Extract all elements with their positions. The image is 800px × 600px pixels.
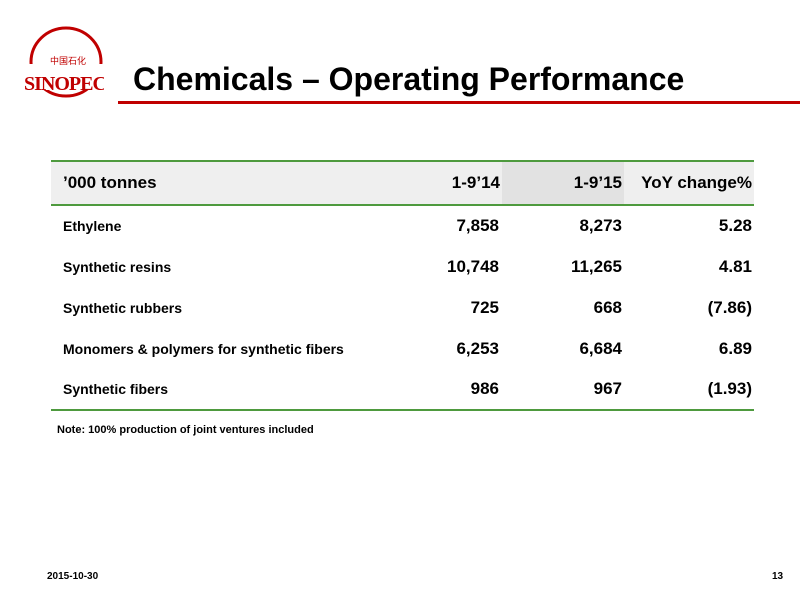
slide-title: Chemicals – Operating Performance [133,61,685,97]
performance-table: ’000 tonnes 1-9’14 1-9’15 YoY change% Et… [51,160,754,411]
header-period-2014: 1-9’14 [396,160,502,206]
value-2015: 668 [593,297,622,317]
table-row: Synthetic rubbers 725 668 (7.86) [51,287,754,328]
value-2014: 6,253 [456,338,499,358]
value-2015: 967 [502,369,624,411]
table-row: Synthetic resins 10,748 11,265 4.81 [51,246,754,287]
value-change: (7.86) [707,297,752,317]
value-2015: 11,265 [570,256,622,276]
value-change: 6.89 [718,338,752,358]
table-row: Ethylene 7,858 8,273 5.28 [51,205,754,246]
row-label: Synthetic fibers [51,369,396,411]
page-number: 13 [772,571,784,582]
value-2014: 986 [396,369,502,411]
table-header-row: ’000 tonnes 1-9’14 1-9’15 YoY change% [51,160,754,206]
header-unit: ’000 tonnes [51,160,396,206]
header-period-2015: 1-9’15 [502,160,624,206]
value-2014: 7,858 [456,216,499,235]
value-2015: 8,273 [579,216,622,235]
title-underline [118,101,800,104]
value-2015: 6,684 [579,338,622,358]
row-label: Synthetic resins [63,258,172,275]
table-row: Monomers & polymers for synthetic fibers… [51,328,754,369]
value-2014: 10,748 [447,256,499,276]
sinopec-logo-icon: 中国石化 SINOPEC [24,26,104,98]
svg-text:中国石化: 中国石化 [50,55,86,67]
svg-text:SINOPEC: SINOPEC [24,73,104,95]
footer-date: 2015-10-30 [47,571,99,582]
performance-table-container: ’000 tonnes 1-9’14 1-9’15 YoY change% Et… [51,160,754,411]
value-change: 4.81 [718,256,752,276]
value-change: (1.93) [624,369,754,411]
sinopec-logo: 中国石化 SINOPEC [22,20,104,108]
value-change: 5.28 [718,216,752,235]
value-2014: 725 [470,297,499,317]
table-footnote: Note: 100% production of joint ventures … [57,424,314,436]
table-row: Synthetic fibers 986 967 (1.93) [51,369,754,411]
row-label: Ethylene [63,218,122,234]
row-label: Monomers & polymers for synthetic fibers [63,340,344,357]
row-label: Synthetic rubbers [63,299,183,316]
header-yoy-change: YoY change% [624,160,754,206]
